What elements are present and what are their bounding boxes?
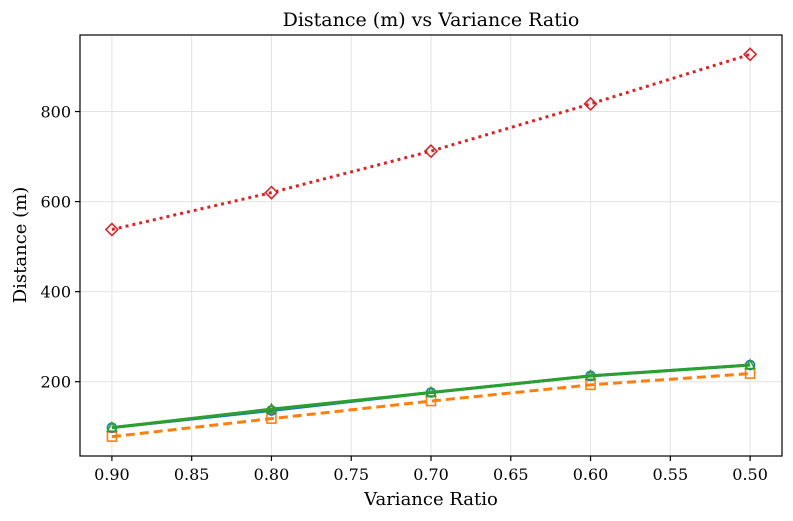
- grid: [80, 35, 782, 456]
- y-axis: 200 400 600 800: [40, 103, 80, 392]
- data-point-diamond: [423, 144, 439, 159]
- x-tick-label: 0.90: [94, 465, 130, 484]
- x-tick-label: 0.75: [333, 465, 369, 484]
- chart-title: Distance (m) vs Variance Ratio: [283, 9, 580, 31]
- series-line: [111, 363, 751, 430]
- x-axis: 0.90 0.85 0.80 0.75 0.70 0.65 0.60 0.55 0.50: [94, 456, 768, 484]
- series-1: [104, 47, 758, 237]
- data-point-diamond: [264, 185, 279, 200]
- data-point-square: [266, 413, 277, 424]
- data-point-triangle: [106, 420, 118, 432]
- x-tick-label: 0.65: [493, 465, 529, 484]
- series-layer: [104, 47, 758, 442]
- x-tick-label: 0.50: [732, 465, 768, 484]
- series-line: [111, 372, 751, 439]
- y-axis-label: Distance (m): [10, 187, 31, 304]
- data-point-triangle: [265, 402, 278, 414]
- data-point-triangle: [584, 369, 597, 381]
- data-point-diamond: [742, 47, 758, 62]
- data-point-triangle: [744, 358, 756, 370]
- data-point-diamond: [104, 222, 120, 237]
- y-tick-label: 400: [40, 283, 71, 302]
- x-tick-label: 0.60: [573, 465, 609, 484]
- x-tick-label: 0.85: [174, 465, 210, 484]
- x-tick-label: 0.55: [653, 465, 689, 484]
- series-4: [106, 358, 756, 432]
- x-axis-label: Variance Ratio: [363, 489, 498, 510]
- data-point-triangle: [425, 385, 437, 397]
- data-point-diamond: [583, 96, 598, 112]
- y-tick-label: 600: [40, 193, 71, 212]
- y-tick-label: 200: [40, 373, 71, 392]
- x-tick-label: 0.70: [413, 465, 449, 484]
- y-tick-label: 800: [40, 103, 71, 122]
- x-tick-label: 0.80: [254, 465, 290, 484]
